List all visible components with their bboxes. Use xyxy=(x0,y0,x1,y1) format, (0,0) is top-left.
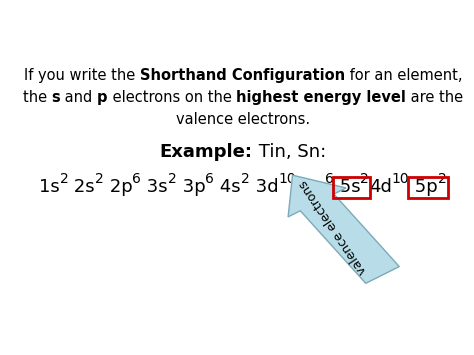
Text: valence electrons: valence electrons xyxy=(297,178,369,277)
Text: 3d: 3d xyxy=(250,179,278,196)
Text: Tin, Sn:: Tin, Sn: xyxy=(253,143,326,161)
Text: 4p: 4p xyxy=(296,179,325,196)
Text: 5p: 5p xyxy=(410,179,438,196)
Text: 10: 10 xyxy=(392,172,410,186)
Text: are the: are the xyxy=(406,90,463,105)
Text: 3s: 3s xyxy=(141,179,168,196)
Text: for an element,: for an element, xyxy=(345,68,462,83)
Text: 2p: 2p xyxy=(104,179,133,196)
Text: 2: 2 xyxy=(360,172,369,186)
Text: electrons on the: electrons on the xyxy=(108,90,236,105)
Text: 4d: 4d xyxy=(369,179,392,196)
Text: 5s: 5s xyxy=(334,179,360,196)
Text: Example:: Example: xyxy=(160,143,253,161)
Text: 1s: 1s xyxy=(39,179,60,196)
Bar xyxy=(332,176,370,198)
Text: 6: 6 xyxy=(133,172,141,186)
Text: and: and xyxy=(60,90,97,105)
Text: 2: 2 xyxy=(438,172,447,186)
Text: valence electrons.: valence electrons. xyxy=(176,111,310,127)
Text: If you write the: If you write the xyxy=(24,68,139,83)
Text: 2: 2 xyxy=(60,172,68,186)
Text: highest energy level: highest energy level xyxy=(236,90,406,105)
Text: 10: 10 xyxy=(278,172,296,186)
Text: the: the xyxy=(23,90,52,105)
Text: 2: 2 xyxy=(95,172,104,186)
Text: 2: 2 xyxy=(241,172,250,186)
Text: p: p xyxy=(97,90,108,105)
Bar xyxy=(409,176,448,198)
Text: Shorthand Configuration: Shorthand Configuration xyxy=(139,68,345,83)
Text: 2s: 2s xyxy=(68,179,95,196)
Text: s: s xyxy=(52,90,60,105)
Text: 6: 6 xyxy=(325,172,334,186)
Text: 4s: 4s xyxy=(214,179,241,196)
Text: 2: 2 xyxy=(168,172,177,186)
Polygon shape xyxy=(288,175,399,283)
Text: 6: 6 xyxy=(206,172,214,186)
Text: 3p: 3p xyxy=(177,179,206,196)
